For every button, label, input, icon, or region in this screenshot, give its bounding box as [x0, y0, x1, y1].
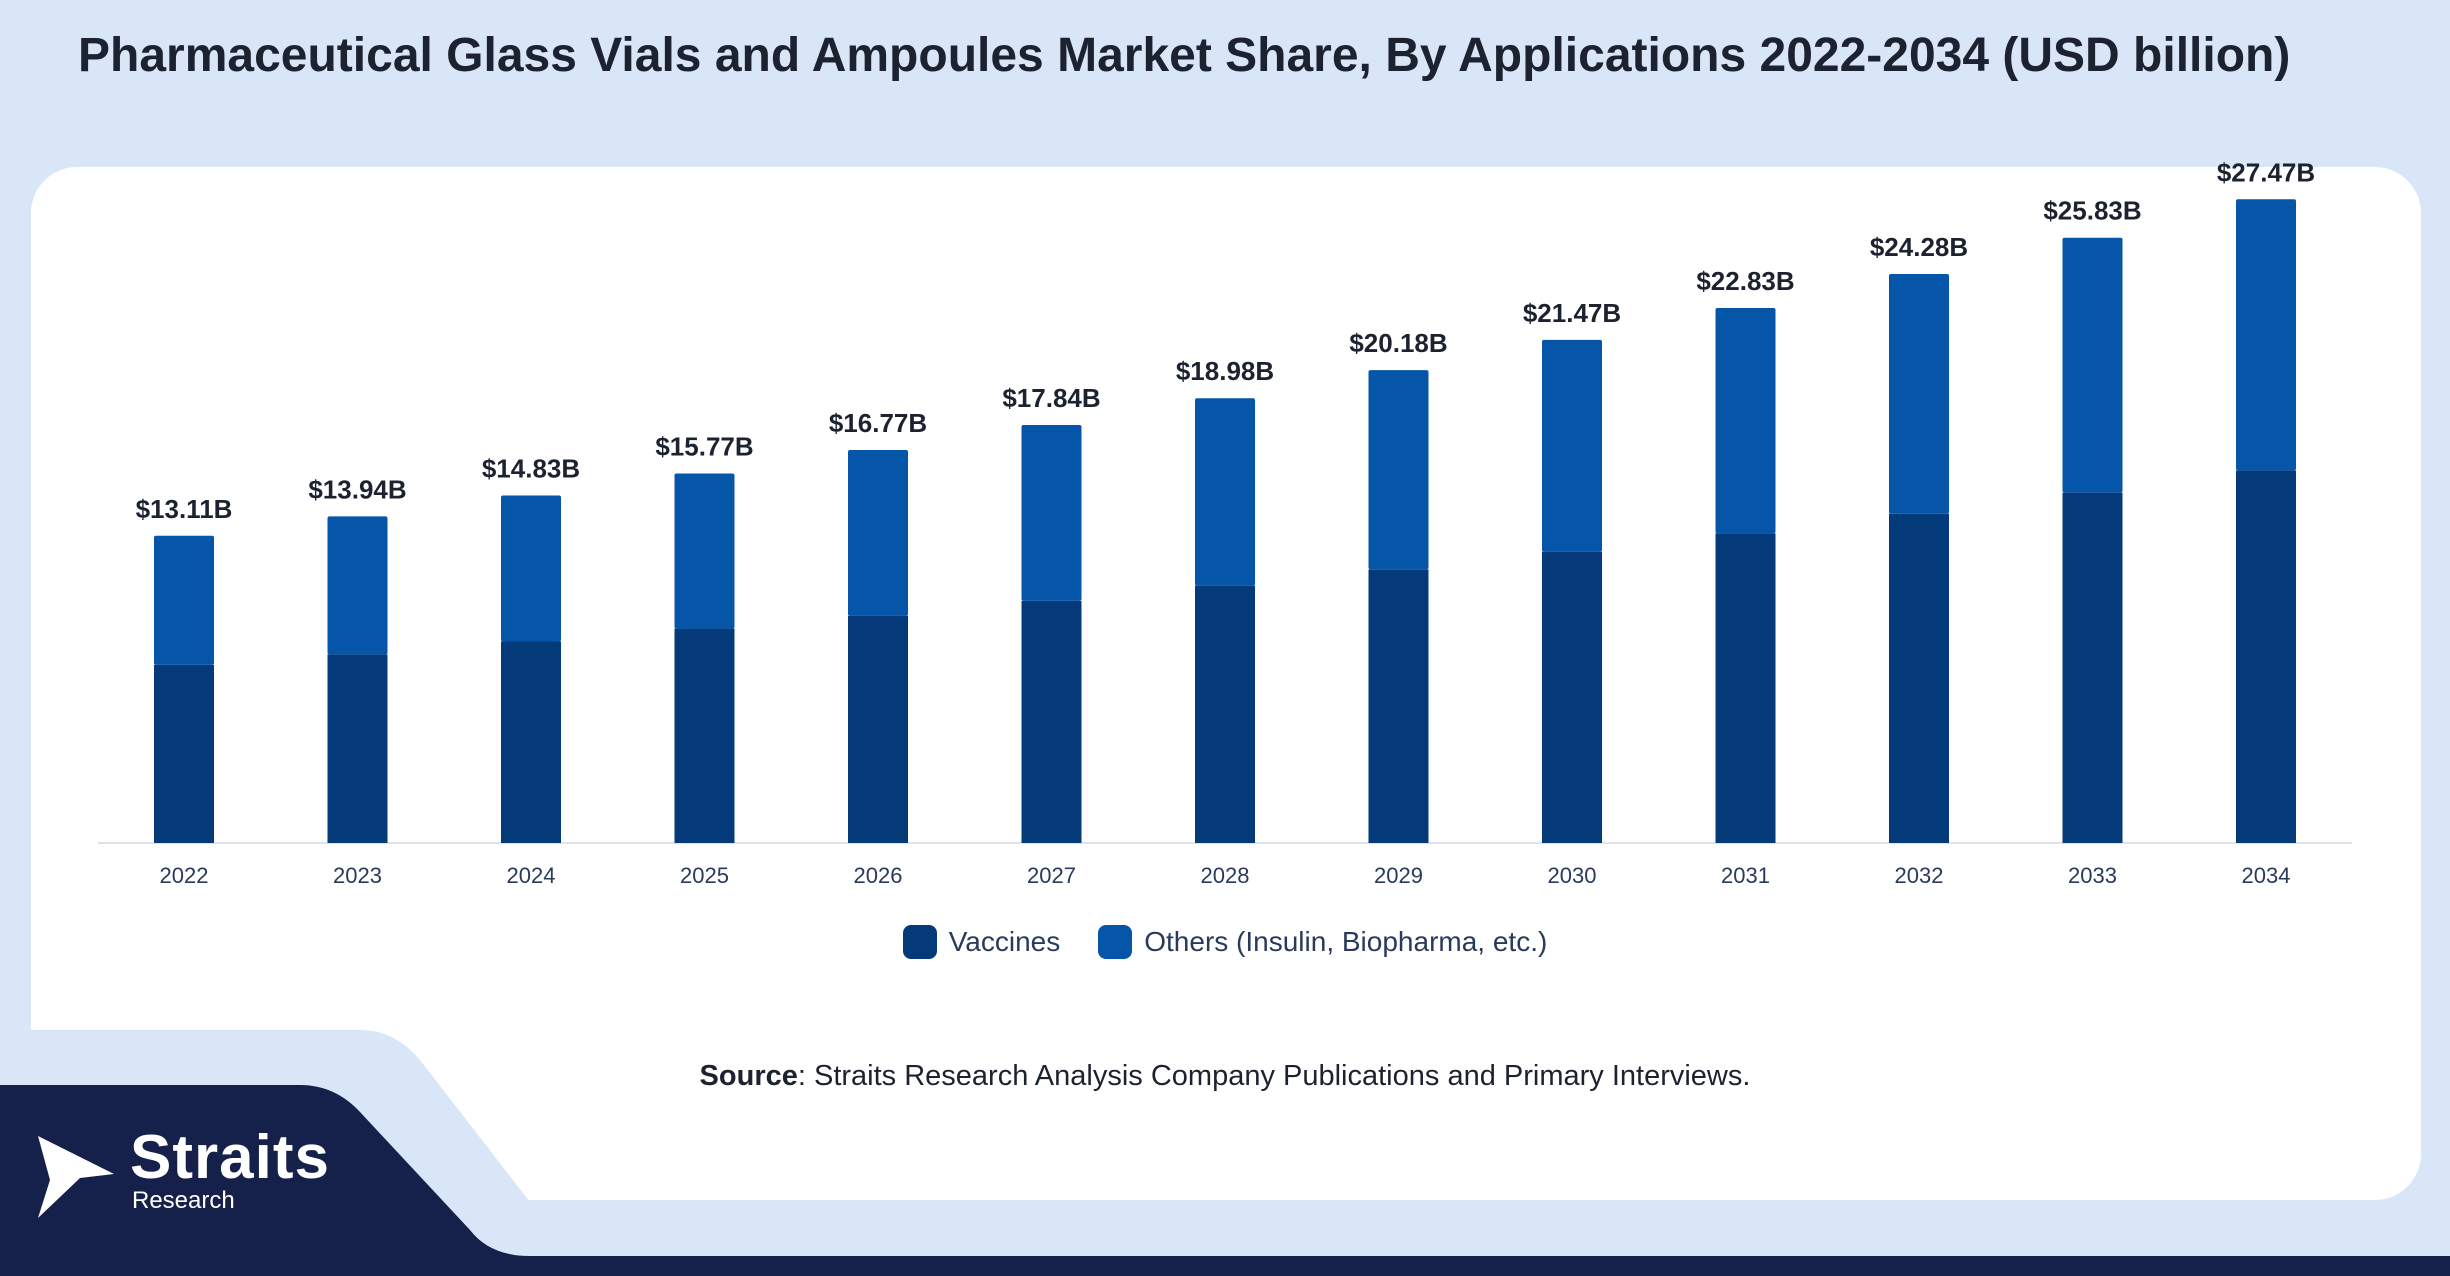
bar-total-label-2023: $13.94B — [308, 474, 406, 504]
bar-vaccines-2024[interactable] — [501, 641, 561, 843]
source-note: Source: Straits Research Analysis Compan… — [0, 1060, 2450, 1093]
x-tick-label-2031: 2031 — [1721, 863, 1770, 888]
x-ticks-group: 2022 2023 2024 2025 2026 2027 2028 2029 2030 2031… — [160, 863, 2291, 888]
bar-vaccines-2025[interactable] — [674, 628, 735, 843]
bar-vaccines-2031[interactable] — [1715, 533, 1776, 843]
legend-label-others: Others (Insulin, Biopharma, etc.) — [1144, 926, 1548, 957]
bar-total-label-2034: $27.47B — [2217, 157, 2315, 187]
bar-total-label-2025: $15.77B — [655, 431, 753, 461]
x-tick-label-2029: 2029 — [1374, 863, 1423, 888]
bar-total-label-2030: $21.47B — [1523, 298, 1621, 328]
source-text: : Straits Research Analysis Company Publ… — [797, 1060, 1751, 1092]
bar-total-label-2027: $17.84B — [1002, 383, 1100, 413]
legend-swatch-vaccines — [902, 925, 937, 959]
logo-backdrop — [0, 1030, 560, 1256]
bar-vaccines-2034[interactable] — [2236, 470, 2296, 843]
bar-others-2022[interactable] — [154, 535, 214, 665]
x-tick-label-2033: 2033 — [2068, 863, 2117, 888]
legend-item-vaccines[interactable]: Vaccines — [902, 925, 1061, 959]
legend-label-vaccines: Vaccines — [948, 926, 1061, 957]
x-tick-label-2023: 2023 — [333, 863, 382, 888]
bar-others-2024[interactable] — [501, 495, 561, 642]
x-tick-label-2026: 2026 — [854, 863, 903, 888]
logo-sub: Research — [132, 1187, 235, 1214]
legend-swatch-others — [1098, 925, 1133, 959]
bar-total-label-2026: $16.77B — [829, 408, 927, 438]
bar-others-2028[interactable] — [1195, 398, 1255, 586]
bar-total-label-2029: $20.18B — [1349, 328, 1447, 358]
bar-others-2031[interactable] — [1715, 308, 1776, 534]
bar-vaccines-2030[interactable] — [1542, 551, 1602, 843]
bar-vaccines-2027[interactable] — [1021, 600, 1082, 843]
legend-item-others[interactable]: Others (Insulin, Biopharma, etc.) — [1098, 925, 1547, 959]
bar-total-label-2028: $18.98B — [1176, 356, 1274, 386]
legend: Vaccines Others (Insulin, Biopharma, etc… — [0, 922, 2450, 962]
bar-others-2026[interactable] — [848, 450, 908, 616]
bar-vaccines-2023[interactable] — [327, 654, 388, 843]
bar-others-2029[interactable] — [1368, 370, 1429, 570]
bar-vaccines-2026[interactable] — [848, 615, 908, 843]
bar-total-label-2032: $24.28B — [1870, 232, 1968, 262]
x-tick-label-2030: 2030 — [1548, 863, 1597, 888]
bar-total-label-2022: $13.11B — [136, 494, 233, 524]
x-tick-label-2034: 2034 — [2242, 863, 2291, 888]
bar-vaccines-2029[interactable] — [1368, 569, 1429, 843]
straits-arrow-icon — [38, 1136, 114, 1218]
bar-total-label-2024: $14.83B — [482, 453, 580, 483]
bar-vaccines-2022[interactable] — [154, 664, 214, 843]
x-tick-label-2032: 2032 — [1895, 863, 1944, 888]
bar-others-2033[interactable] — [2062, 237, 2123, 493]
bar-total-label-2033: $25.83B — [2043, 196, 2141, 226]
logo-name: Straits — [130, 1123, 330, 1192]
straits-logo: Straits Research — [36, 1126, 356, 1226]
bars-group — [154, 199, 2296, 843]
bar-others-2023[interactable] — [327, 516, 388, 655]
page-title: Pharmaceutical Glass Vials and Ampoules … — [78, 29, 2291, 82]
bar-others-2025[interactable] — [674, 473, 735, 629]
bar-others-2030[interactable] — [1542, 339, 1602, 552]
bottom-band — [0, 1256, 2450, 1276]
x-tick-label-2027: 2027 — [1027, 863, 1076, 888]
bar-others-2032[interactable] — [1889, 274, 1949, 514]
bar-vaccines-2028[interactable] — [1195, 585, 1255, 843]
x-tick-label-2024: 2024 — [507, 863, 556, 888]
source-label: Source — [699, 1060, 798, 1092]
bar-total-label-2031: $22.83B — [1696, 266, 1794, 296]
x-tick-label-2022: 2022 — [160, 863, 209, 888]
bar-others-2027[interactable] — [1021, 424, 1082, 601]
bar-labels-group: $13.11B $13.94B $14.83B $15.77B $16.77B $17.8… — [136, 157, 2316, 524]
x-tick-label-2028: 2028 — [1201, 863, 1250, 888]
bar-others-2034[interactable] — [2236, 199, 2296, 471]
bar-vaccines-2032[interactable] — [1889, 513, 1949, 843]
x-tick-label-2025: 2025 — [680, 863, 729, 888]
bar-vaccines-2033[interactable] — [2062, 492, 2123, 843]
